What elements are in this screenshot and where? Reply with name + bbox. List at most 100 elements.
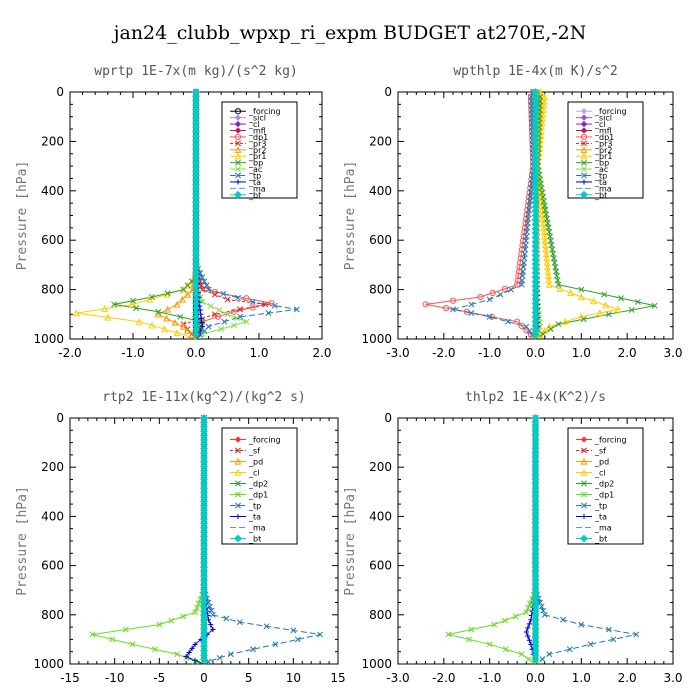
legend-marker [580, 436, 588, 443]
legend-entry: _bp [248, 159, 263, 168]
legend-entry: _ac [594, 165, 608, 174]
legend-marker [581, 502, 587, 509]
series-marker_tp [540, 607, 547, 614]
legend-marker [581, 491, 587, 498]
y-tick-label: 800 [369, 608, 392, 622]
series-marker_dp1 [525, 656, 532, 663]
series-marker_dp1 [174, 651, 181, 658]
x-tick-label: -2.0 [432, 346, 455, 360]
series-marker_tp [518, 281, 525, 288]
series-marker_tp [223, 615, 230, 622]
series-marker_pr1 [545, 322, 553, 330]
legend-entry: _pd [248, 458, 263, 467]
series-marker_tp [220, 290, 227, 297]
series-marker_pr2 [163, 314, 171, 322]
series-marker_pr1 [184, 281, 192, 289]
series-marker_pr1 [129, 300, 137, 308]
series-marker_dp1 [523, 609, 530, 616]
series-marker_tp [527, 93, 534, 100]
legend-marker [234, 190, 242, 199]
legend-marker [235, 166, 241, 173]
legend-entry: _cl [594, 120, 606, 129]
series-marker_tp [227, 651, 234, 658]
series-marker_dp1 [445, 631, 452, 638]
legend-entry: _mfl [594, 127, 612, 136]
legend-entry: _ta [594, 513, 607, 522]
series-marker_tp [486, 296, 493, 303]
legend-entry: _ma [594, 524, 612, 533]
series-marker_ta [528, 641, 534, 647]
legend-marker [234, 436, 242, 443]
legend-marker [235, 172, 241, 179]
series-marker_dp1 [466, 636, 472, 643]
legend-entry: _tp [594, 172, 607, 181]
series-marker_bp [601, 291, 608, 298]
x-tick-label: 3.0 [663, 671, 682, 685]
series-marker_ta [183, 654, 189, 660]
series-marker_tp [605, 626, 612, 633]
series-marker_dp1 [443, 305, 450, 312]
legend: _forcing_sicl_cl_mfl_dp1_pr3_pr2_pr1_bp_… [567, 101, 644, 200]
series-marker_pr1 [179, 285, 187, 293]
x-tick-label: 3.0 [663, 346, 682, 360]
x-tick-label: -2.0 [58, 346, 81, 360]
series-marker_bp [618, 295, 625, 302]
legend-marker [580, 457, 588, 465]
y-tick-label: 400 [369, 509, 392, 523]
series-marker_bp [111, 301, 118, 308]
legend-entry: _ta [248, 513, 261, 522]
chart-panel-wprtp: wprtp 1E-7x(m kg)/(s^2 kg) Pressure [hPa]… [15, 64, 332, 360]
legend-marker [235, 513, 241, 520]
x-tick-label: 1.0 [249, 346, 268, 360]
series-marker_dp1 [193, 604, 200, 611]
series-marker_pr1 [101, 305, 109, 312]
legend-marker [235, 159, 241, 166]
x-tick-label: -15 [60, 671, 80, 685]
chart-panel-rtp2: rtp2 1E-11x(kg^2)/(kg^2 s) Pressure [hPa]… [15, 390, 346, 685]
legend-entry: _tp [594, 502, 607, 511]
series-marker_tp [468, 310, 475, 317]
series-marker_bt [531, 330, 540, 339]
series-marker_tp [294, 636, 301, 643]
series-marker_dp1 [512, 613, 519, 620]
y-tick-label: 200 [41, 460, 64, 474]
legend-marker [580, 120, 588, 128]
series-marker_tp [203, 282, 210, 289]
legend-entry: _forcing [594, 436, 627, 445]
legend-marker [234, 468, 242, 476]
series-marker_dp1 [230, 308, 237, 315]
series-marker_bt [531, 655, 540, 664]
series-marker_pr1 [72, 309, 80, 317]
series-marker_dp1 [516, 263, 523, 271]
series-marker_tp [546, 651, 553, 658]
series-marker_dp1 [518, 322, 525, 330]
series-marker_tp [317, 631, 324, 638]
series-marker_bp [540, 331, 547, 338]
legend-marker [234, 114, 242, 121]
series-marker_tp [610, 636, 617, 643]
series-marker_dp1 [180, 613, 187, 620]
legend-marker [580, 468, 588, 476]
legend-entry: _bt [594, 191, 607, 200]
series-marker_pr1 [146, 295, 154, 303]
series-marker_dp1 [502, 646, 509, 653]
series-marker_ac [218, 326, 225, 333]
series-marker_pr1 [541, 327, 549, 334]
panels: wprtp 1E-7x(m kg)/(s^2 kg) Pressure [hPa]… [15, 64, 683, 685]
series-marker_dp1 [501, 617, 508, 624]
x-tick-label: 10 [286, 671, 301, 685]
series-marker_tp [505, 318, 511, 325]
y-tick-label: 600 [369, 559, 392, 573]
series-marker_bp [555, 321, 562, 328]
legend-marker [581, 140, 587, 147]
series-marker_dp1 [486, 641, 493, 648]
series-marker_ta [525, 633, 531, 639]
legend-marker [234, 534, 242, 543]
series-marker_dp1 [195, 600, 202, 607]
legend-marker [235, 179, 241, 185]
legend-marker [235, 447, 241, 454]
y-tick-label: 1000 [33, 657, 64, 671]
panel-title: wprtp 1E-7x(m kg)/(s^2 kg) [94, 64, 298, 79]
series-marker_ta [197, 307, 203, 313]
legend: _forcing _sf _pd _cl _dp2 _dp1 _tp _ta _ma _bt [221, 427, 298, 545]
